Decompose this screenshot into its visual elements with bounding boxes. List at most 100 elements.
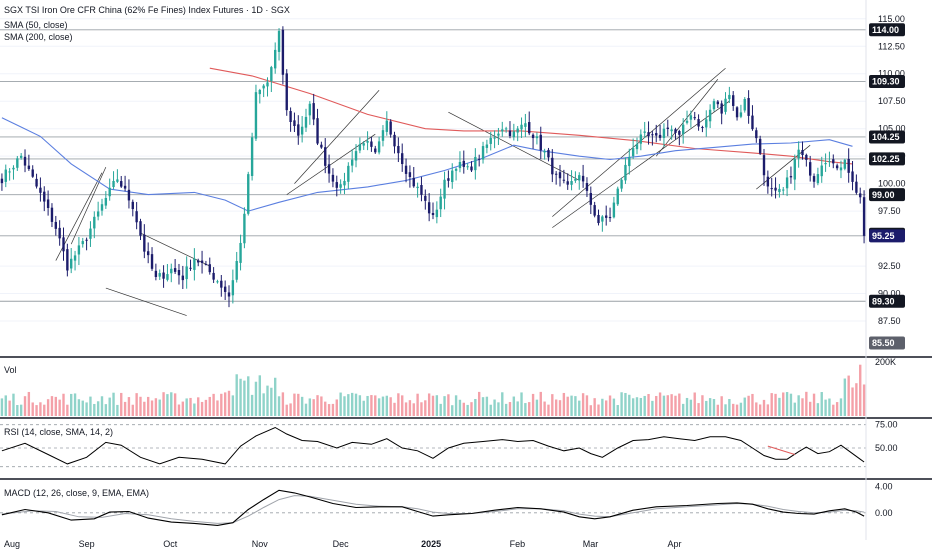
volume-bar	[189, 397, 192, 416]
date-tick-1: Sep	[79, 539, 95, 549]
price-badge-text: 109.30	[872, 77, 900, 87]
volume-bar	[4, 395, 7, 416]
candle-body	[4, 169, 7, 182]
candle-body	[181, 275, 185, 281]
volume-bar	[597, 404, 600, 416]
candle-body	[624, 164, 627, 181]
price-badge-bg	[869, 294, 905, 308]
sma50-line	[1, 117, 853, 212]
volume-bar	[812, 393, 816, 416]
volume-bar	[227, 390, 231, 416]
volume-bar	[462, 402, 465, 416]
candle-body	[231, 280, 235, 296]
volume-bar	[216, 400, 219, 416]
candle-body	[497, 133, 500, 136]
volume-bar	[154, 398, 158, 416]
price-badge-3: 102.25	[869, 152, 905, 166]
volume-bar	[108, 397, 111, 416]
candle-body	[250, 137, 254, 176]
volume-bar	[851, 387, 854, 416]
candle-body	[73, 255, 77, 261]
rsi-legend: RSI (14, close, SMA, 14, 2)	[4, 427, 114, 437]
volume-bar	[112, 392, 115, 416]
candle-body	[220, 280, 223, 288]
volume-bar	[247, 376, 250, 416]
candle-body	[350, 159, 354, 166]
rsi-tick-0: 75.00	[875, 420, 898, 430]
sma200-line	[209, 67, 853, 165]
volume-bar	[774, 393, 777, 416]
candle-body	[320, 144, 323, 148]
candle-body	[123, 185, 127, 189]
volume-bar	[501, 392, 504, 416]
candle-body	[439, 196, 442, 210]
candle-body	[35, 178, 38, 187]
volume-bar	[554, 399, 558, 416]
candle-body	[443, 179, 446, 199]
volume-bar	[204, 399, 208, 416]
volume-bar	[27, 391, 31, 416]
price-badge-7: 89.30	[869, 294, 905, 308]
rsi-panel-lines	[0, 424, 866, 468]
date-tick-6: Feb	[510, 539, 526, 549]
price-badge-bg	[869, 336, 905, 350]
volume-bar	[624, 393, 627, 416]
volume-bar	[835, 402, 839, 416]
candle-body	[8, 171, 11, 173]
candle-body	[243, 213, 246, 244]
volume-bar	[16, 405, 19, 416]
macd-tick-0: 4.00	[875, 481, 893, 491]
volume-bar	[574, 396, 577, 416]
candle-body	[347, 165, 350, 182]
volume-bar	[728, 399, 731, 416]
candle-body	[474, 156, 477, 171]
candle-body	[808, 162, 812, 176]
candle-body	[674, 129, 677, 133]
candle-body	[524, 123, 527, 127]
volume-bar	[716, 404, 720, 416]
volume-bar	[778, 397, 781, 416]
candle-body	[835, 165, 839, 169]
volume-bar	[19, 404, 23, 416]
candles	[0, 26, 866, 308]
candle-body	[370, 141, 373, 147]
volume-bar	[316, 395, 319, 416]
candle-body	[435, 209, 439, 218]
volume-bar	[270, 387, 273, 416]
candle-body	[293, 120, 296, 127]
candle-body	[274, 49, 277, 69]
candle-body	[100, 204, 104, 211]
volume-bar	[327, 404, 331, 416]
volume-bar	[89, 396, 92, 416]
sma50-legend: SMA (50, close)	[4, 20, 68, 30]
candle-body	[85, 239, 88, 241]
candle-body	[562, 179, 566, 181]
candle-body	[385, 120, 389, 132]
candle-body	[620, 179, 623, 189]
date-tick-4: Dec	[333, 539, 350, 549]
candle-body	[77, 245, 81, 255]
volume-bar	[100, 396, 104, 416]
volume-bar	[93, 403, 96, 416]
candle-body	[585, 183, 589, 191]
volume-bar	[789, 393, 793, 416]
volume-bar	[85, 402, 88, 416]
volume-bar	[200, 401, 204, 416]
volume-bar	[443, 396, 446, 416]
candle-body	[277, 30, 281, 52]
candle-body	[212, 272, 215, 280]
price-tick-4: 105.00	[878, 124, 906, 134]
candle-body	[154, 270, 158, 277]
volume-legend: Vol	[4, 365, 17, 375]
candle-body	[454, 168, 458, 171]
candle-body	[489, 137, 492, 144]
price-badge-text: 89.30	[872, 296, 895, 306]
candle-body	[797, 149, 800, 159]
candle-body	[689, 115, 693, 120]
price-badge-8: 85.50	[869, 336, 905, 350]
candle-body	[651, 134, 654, 136]
volume-bar	[755, 402, 758, 416]
volume-bar	[404, 402, 408, 416]
volume-bar	[231, 395, 235, 416]
